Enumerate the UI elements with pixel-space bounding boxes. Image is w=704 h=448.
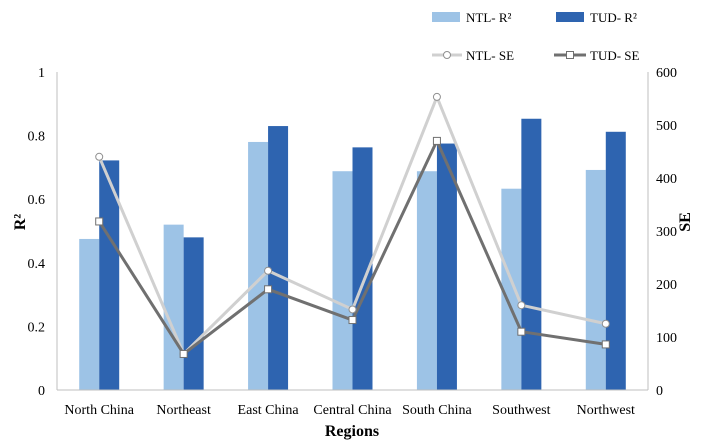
left-y-tick-label: 0 bbox=[38, 384, 45, 399]
marker-tud-se-south-china bbox=[432, 136, 441, 145]
legend-swatch-tud-r2 bbox=[556, 12, 584, 22]
x-category-label: Central China bbox=[313, 403, 392, 418]
marker-tud-se-northeast bbox=[179, 349, 188, 358]
x-category-label: Northwest bbox=[577, 403, 635, 418]
marker-ntl-se-south-china bbox=[432, 92, 441, 101]
marker-ntl-se-southwest bbox=[517, 301, 526, 310]
bar-ntl-r-south-china bbox=[416, 171, 437, 390]
legend-marker-ntl-se bbox=[443, 51, 451, 59]
left-y-tick-label: 0.4 bbox=[28, 257, 46, 272]
left-y-tick-label: 0.8 bbox=[28, 130, 46, 145]
bar-ntl-r-northeast bbox=[163, 224, 184, 390]
right-y-tick-label: 500 bbox=[656, 119, 677, 134]
bar-tud-r-east-china bbox=[268, 126, 289, 390]
bar-layer bbox=[79, 118, 626, 390]
right-y-axis-title: SE bbox=[677, 212, 694, 232]
legend: NTL- R² TUD- R² NTL- SE TUD- SE bbox=[432, 10, 640, 63]
left-y-tick-label: 0.6 bbox=[28, 193, 46, 208]
bar-tud-r-south-china bbox=[436, 143, 457, 390]
legend-marker-tud-se bbox=[566, 51, 574, 59]
marker-tud-se-northwest bbox=[601, 340, 610, 349]
bar-tud-r-northwest bbox=[605, 131, 626, 390]
x-category-labels: North China Northeast East China Central Ch… bbox=[64, 403, 635, 418]
bar-ntl-r-southwest bbox=[501, 188, 522, 390]
x-category-label: Northeast bbox=[156, 403, 211, 418]
legend-label-tud-r2: TUD- R² bbox=[590, 10, 637, 25]
legend-swatch-ntl-r2 bbox=[432, 12, 460, 22]
legend-label-tud-se: TUD- SE bbox=[590, 48, 640, 63]
left-y-tick-labels: 0 0.2 0.4 0.6 0.8 1 bbox=[28, 66, 46, 399]
marker-ntl-se-central-china bbox=[348, 305, 357, 314]
marker-tud-se-east-china bbox=[264, 285, 273, 294]
marker-ntl-se-northwest bbox=[601, 319, 610, 328]
right-y-tick-label: 600 bbox=[656, 66, 677, 81]
line-layer bbox=[95, 92, 610, 358]
bar-tud-r-northeast bbox=[183, 237, 204, 390]
bar-ntl-r-northwest bbox=[585, 169, 606, 390]
legend-label-ntl-se: NTL- SE bbox=[466, 48, 514, 63]
bar-tud-r-north-china bbox=[99, 160, 120, 390]
marker-ntl-se-north-china bbox=[95, 152, 104, 161]
legend-label-ntl-r2: NTL- R² bbox=[466, 10, 512, 25]
x-category-label: South China bbox=[402, 403, 472, 418]
bar-tud-r-central-china bbox=[352, 147, 373, 390]
x-category-label: East China bbox=[238, 403, 300, 418]
marker-tud-se-north-china bbox=[95, 217, 104, 226]
left-y-axis-title: R² bbox=[12, 214, 29, 231]
x-axis-title: Regions bbox=[325, 423, 379, 440]
marker-tud-se-southwest bbox=[517, 327, 526, 336]
bar-tud-r-southwest bbox=[521, 118, 542, 390]
right-y-tick-label: 400 bbox=[656, 172, 677, 187]
marker-ntl-se-east-china bbox=[264, 266, 273, 275]
right-y-tick-label: 100 bbox=[656, 331, 677, 346]
bar-ntl-r-central-china bbox=[332, 171, 353, 390]
right-y-tick-labels: 0 100 200 300 400 500 600 bbox=[656, 66, 677, 399]
left-y-tick-label: 1 bbox=[38, 66, 45, 81]
bar-ntl-r-north-china bbox=[79, 238, 100, 390]
right-y-tick-label: 300 bbox=[656, 225, 677, 240]
right-y-tick-label: 200 bbox=[656, 278, 677, 293]
x-category-label: Southwest bbox=[492, 403, 550, 418]
bar-ntl-r-east-china bbox=[248, 141, 269, 390]
right-y-tick-label: 0 bbox=[656, 384, 663, 399]
x-category-label: North China bbox=[64, 403, 134, 418]
left-y-tick-label: 0.2 bbox=[28, 320, 46, 335]
marker-tud-se-central-china bbox=[348, 316, 357, 325]
axes-layer bbox=[56, 72, 649, 391]
